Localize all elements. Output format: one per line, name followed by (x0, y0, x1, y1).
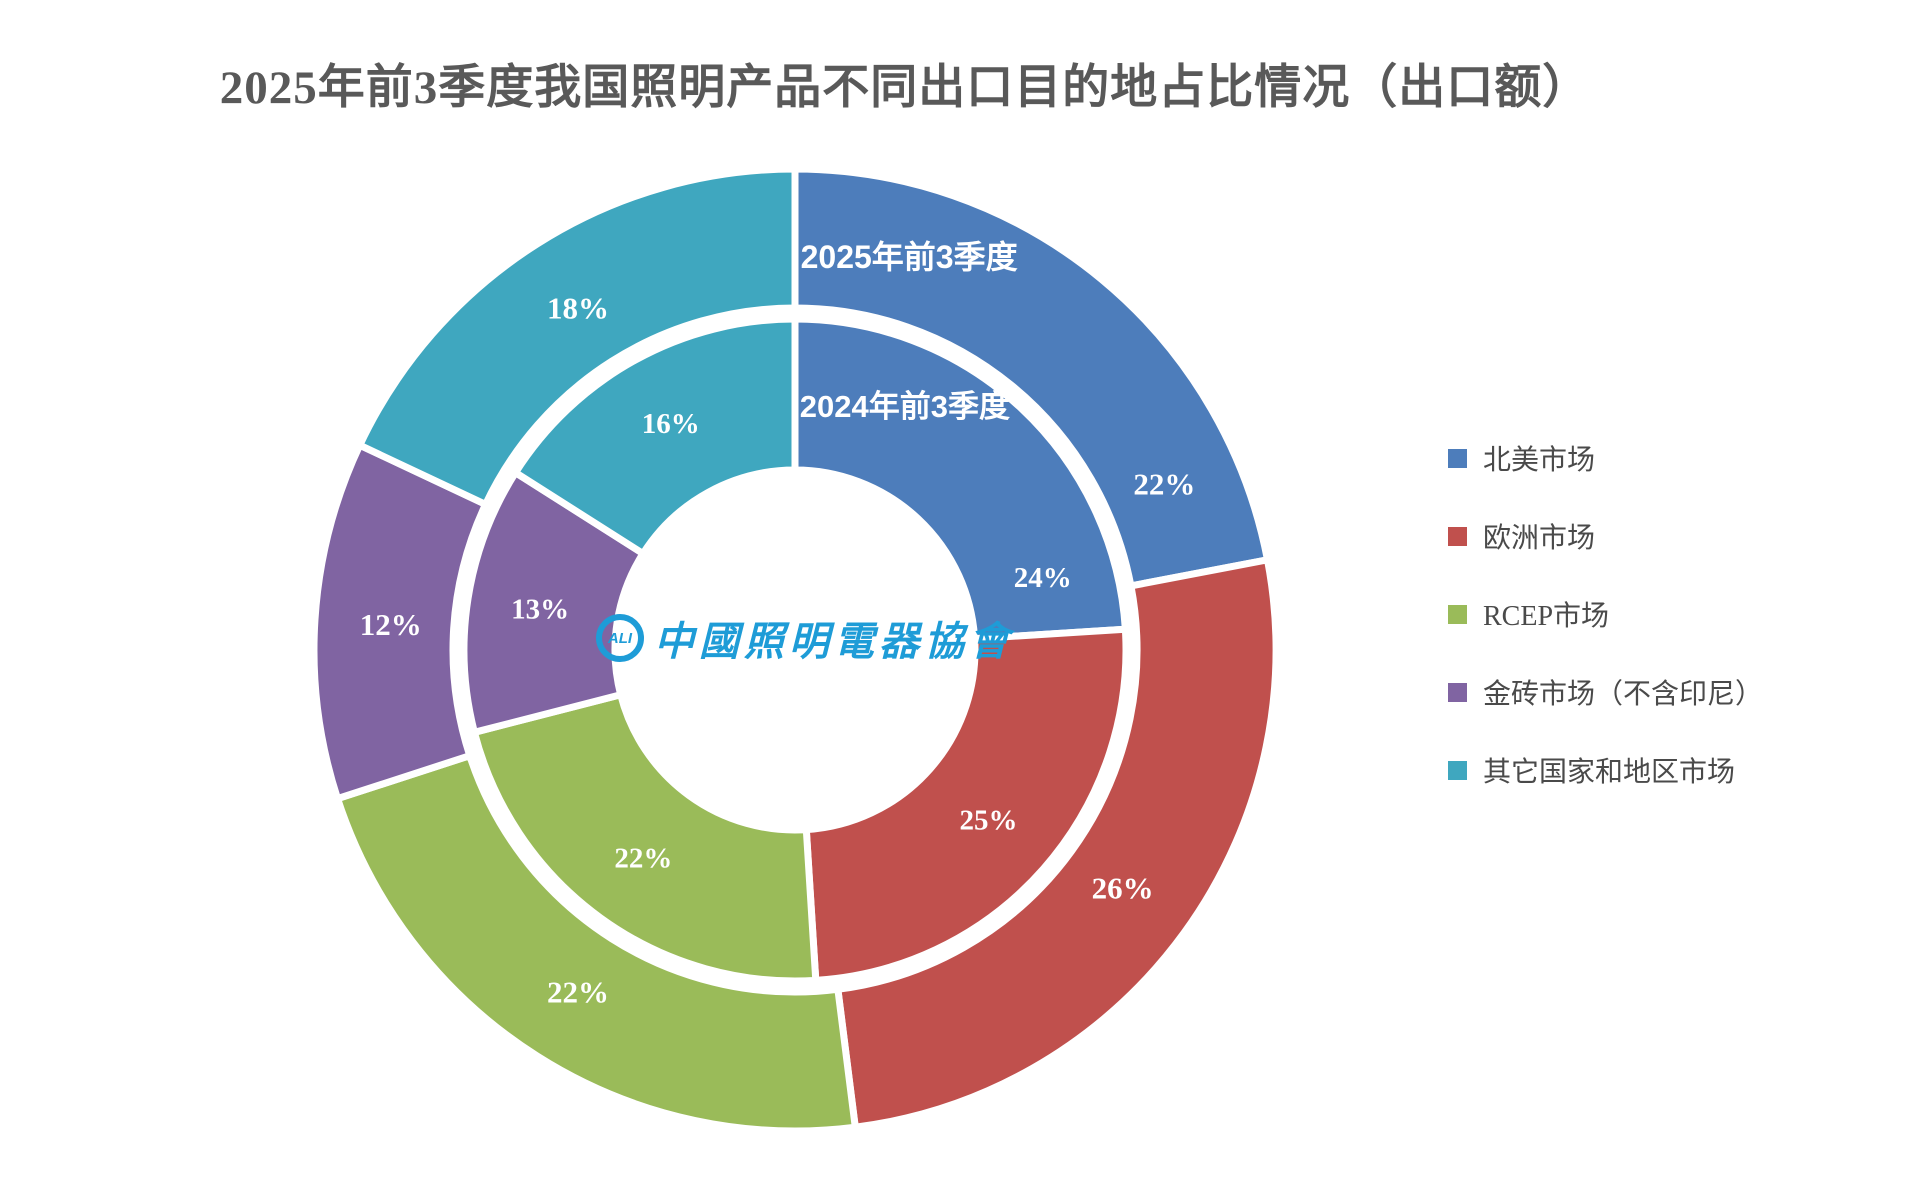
slice-outer-2 (333, 751, 860, 1135)
legend-item-other-regions: 其它国家和地区市场 (1448, 752, 1763, 788)
slice-outer-0 (791, 165, 1272, 591)
cali-logo: ALI 中國照明電器協會 (596, 609, 1014, 667)
slice-inner-0 (791, 315, 1130, 643)
slice-label-outer-1: 26% (1092, 871, 1154, 906)
legend-swatch-icon (1448, 604, 1467, 624)
slice-label-inner-4: 16% (642, 408, 700, 440)
ring-title-outer: 2025年前3季度 (801, 239, 1018, 275)
cali-logo-badge-icon: ALI (596, 614, 644, 662)
slice-label-inner-1: 25% (960, 805, 1018, 837)
slice-label-outer-0: 22% (1133, 466, 1195, 501)
slice-label-inner-2: 22% (614, 843, 672, 875)
legend-label: 欧洲市场 (1483, 523, 1596, 554)
slice-label-outer-3: 12% (360, 607, 422, 642)
legend: 北美市场 欧洲市场 RCEP市场 金砖市场（不含印尼） 其它国家和地区市场 (1448, 440, 1763, 830)
legend-label: 其它国家和地区市场 (1483, 757, 1736, 788)
ring-title-inner: 2024年前3季度 (800, 389, 1010, 424)
slice-outer-1 (833, 555, 1280, 1132)
legend-swatch-icon (1448, 448, 1467, 468)
legend-item-rcep: RCEP市场 (1448, 596, 1763, 632)
legend-label: 北美市场 (1483, 445, 1596, 476)
slice-inner-1 (802, 625, 1130, 985)
legend-item-europe: 欧洲市场 (1448, 518, 1763, 554)
cali-logo-text: 中國照明電器協會 (654, 619, 1014, 664)
slice-label-inner-3: 13% (511, 594, 569, 626)
slice-label-outer-2: 22% (547, 974, 609, 1009)
legend-swatch-icon (1448, 682, 1467, 702)
slice-inner-4 (510, 315, 799, 559)
chart-title: 2025年前3季度我国照明产品不同出口目的地占比情况（出口额） (219, 62, 1591, 114)
legend-item-north-america: 北美市场 (1448, 440, 1763, 476)
legend-label: RCEP市场 (1483, 601, 1610, 632)
legend-label: 金砖市场（不含印尼） (1483, 679, 1764, 710)
slice-label-outer-4: 18% (547, 291, 609, 326)
legend-item-brics: 金砖市场（不含印尼） (1448, 674, 1763, 710)
slice-inner-2 (470, 690, 820, 985)
slice-outer-4 (355, 165, 799, 510)
legend-swatch-icon (1448, 760, 1467, 780)
legend-swatch-icon (1448, 526, 1467, 546)
slice-label-inner-0: 24% (1014, 562, 1072, 594)
